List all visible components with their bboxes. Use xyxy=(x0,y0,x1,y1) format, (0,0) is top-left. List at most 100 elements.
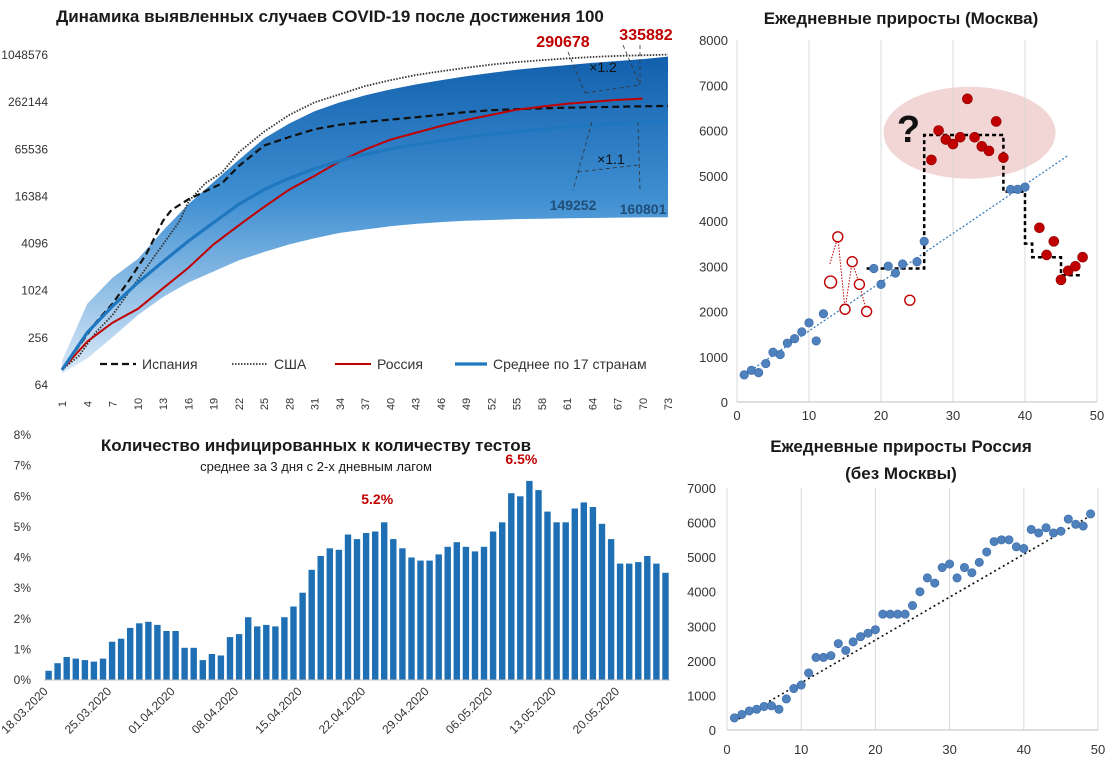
highlight-point xyxy=(1077,251,1088,263)
data-point xyxy=(782,338,792,348)
highlight-point xyxy=(933,125,944,136)
highlight-point xyxy=(1055,274,1067,286)
x-tick-label: 13.05.2020 xyxy=(506,684,559,737)
cases-chart-svg: Динамика выявленных случаев COVID-19 пос… xyxy=(1,7,675,410)
x-tick-label: 37 xyxy=(360,398,372,410)
legend-label: Среднее по 17 странам xyxy=(493,356,647,372)
bar xyxy=(489,531,497,680)
y-tick-label: 6000 xyxy=(699,124,728,139)
data-point xyxy=(739,370,749,380)
x-tick-label: 31 xyxy=(310,398,322,410)
y-tick-label: 65536 xyxy=(15,142,49,156)
data-point xyxy=(818,652,828,662)
chart-title: Динамика выявленных случаев COVID-19 пос… xyxy=(56,7,604,26)
x-tick-label: 70 xyxy=(638,398,650,410)
russia-chart-svg: Ежедневные приросты Россия (без Москвы) … xyxy=(687,437,1105,757)
bar xyxy=(535,490,542,680)
highlight-point xyxy=(969,131,980,143)
chart-title: Количество инфицированных к количеству т… xyxy=(101,436,531,455)
x-tick-label: 55 xyxy=(512,398,524,410)
highlight-point xyxy=(954,131,966,143)
data-point xyxy=(796,680,806,690)
x-tick-label: 10 xyxy=(802,408,816,423)
y-tick-label: 7000 xyxy=(687,481,716,496)
data-point xyxy=(919,236,929,246)
data-point xyxy=(761,358,771,369)
x-tick-label: 08.04.2020 xyxy=(189,684,242,737)
x-tick-label: 50 xyxy=(1091,742,1105,757)
bar xyxy=(226,637,234,680)
bar xyxy=(45,670,52,680)
data-point xyxy=(1071,519,1081,529)
bar xyxy=(190,647,197,680)
bar xyxy=(136,623,143,680)
y-tick-label: 3000 xyxy=(699,259,728,274)
data-point xyxy=(922,573,932,583)
bar xyxy=(381,522,388,680)
bar xyxy=(172,631,179,680)
bar xyxy=(72,658,79,680)
x-tick-label: 61 xyxy=(562,398,574,410)
bar xyxy=(344,534,352,680)
bar xyxy=(544,511,551,680)
bar xyxy=(390,539,397,680)
annotation-leader xyxy=(567,51,586,94)
data-point xyxy=(1048,528,1058,538)
annotation-average-projection: 160801 xyxy=(620,201,667,217)
data-point xyxy=(774,704,784,714)
bar xyxy=(508,493,515,680)
outlier-point xyxy=(860,305,873,318)
legend-label: Россия xyxy=(377,356,423,372)
bar xyxy=(154,624,161,680)
chart-panel-moscow: Ежедневные приросты (Москва) 0 10 20 30 40 50… xyxy=(686,0,1111,428)
bar xyxy=(662,572,669,680)
data-point xyxy=(841,645,851,655)
highlight-point xyxy=(926,154,937,166)
bar xyxy=(526,480,533,680)
data-point xyxy=(989,537,999,547)
y-tick-label: 5000 xyxy=(699,169,728,184)
y-tick-label: 4% xyxy=(14,551,32,565)
bar xyxy=(299,592,306,680)
data-point xyxy=(967,568,977,578)
data-point xyxy=(797,327,807,337)
bar xyxy=(644,556,651,680)
data-point xyxy=(1019,544,1029,554)
data-point xyxy=(804,668,814,678)
outlier-connector xyxy=(829,236,868,312)
annotation-russia-value: 290678 xyxy=(536,34,589,51)
bar xyxy=(362,533,370,680)
data-point xyxy=(982,547,992,557)
x-tick-label: 4 xyxy=(82,401,94,407)
data-point xyxy=(863,628,873,638)
y-tick-label: 0% xyxy=(14,673,32,687)
data-point xyxy=(959,563,969,573)
y-tick-label: 5% xyxy=(14,520,32,534)
data-point xyxy=(869,263,879,274)
data-point xyxy=(856,632,866,642)
trend-line xyxy=(733,515,1092,723)
bar xyxy=(499,522,506,680)
x-tick-label: 20 xyxy=(874,408,888,423)
x-tick-label: 22.04.2020 xyxy=(316,684,369,737)
bar xyxy=(480,546,488,680)
data-point xyxy=(767,701,777,711)
data-point xyxy=(870,625,880,635)
data-point xyxy=(952,573,962,583)
series-line-1 xyxy=(61,53,669,371)
annotation-average-value: 149252 xyxy=(550,197,597,213)
x-tick-label: 25 xyxy=(259,398,271,410)
bar xyxy=(471,551,479,680)
bar xyxy=(598,523,606,680)
x-tick-label: 18.03.2020 xyxy=(0,684,51,737)
bar xyxy=(281,617,288,680)
x-tick-label: 15.04.2020 xyxy=(252,684,305,737)
bar xyxy=(626,563,633,680)
outlier-point xyxy=(853,278,866,291)
bar xyxy=(580,502,587,680)
series-line-3 xyxy=(60,119,669,371)
y-tick-label: 4000 xyxy=(687,585,716,600)
data-point xyxy=(775,349,785,360)
data-point xyxy=(781,694,791,704)
x-tick-label: 20.05.2020 xyxy=(570,684,623,737)
